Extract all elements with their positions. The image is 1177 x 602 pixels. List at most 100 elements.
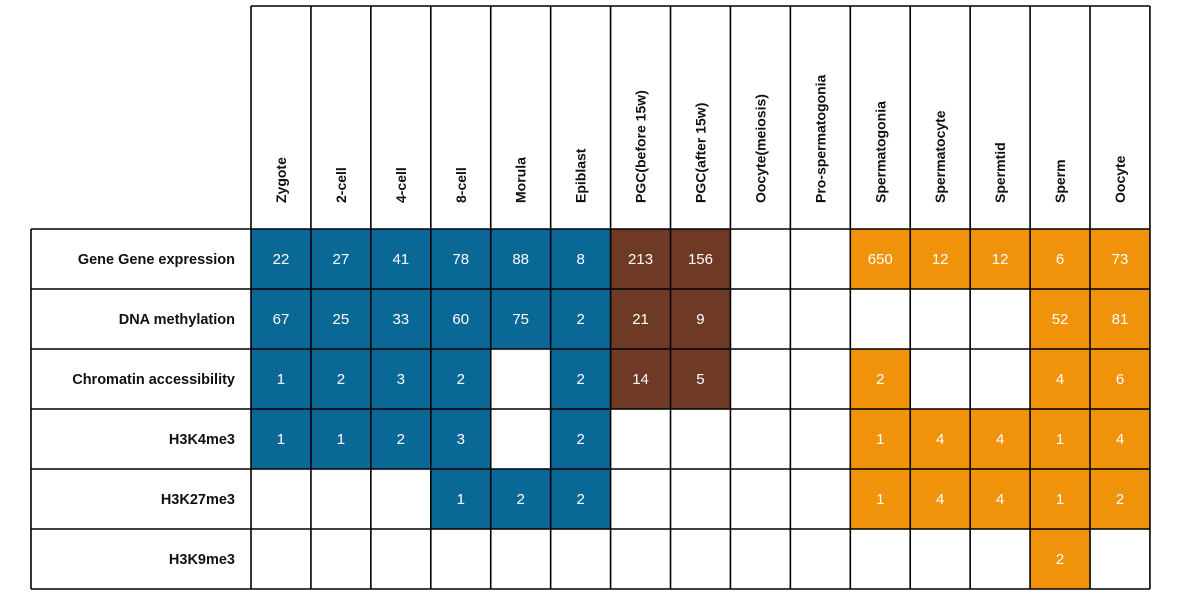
cell-value-label: 73 bbox=[1112, 251, 1129, 268]
cell-value-label: 3 bbox=[397, 371, 405, 388]
column-header: 4-cell bbox=[393, 167, 409, 203]
heatmap-cell bbox=[550, 349, 611, 409]
cell-value-label: 213 bbox=[628, 251, 653, 268]
heatmap-cell bbox=[610, 349, 671, 409]
heatmap-cell bbox=[550, 469, 611, 529]
cell-value-label: 1 bbox=[337, 431, 345, 448]
heatmap-cell bbox=[1030, 289, 1091, 349]
heatmap-cell bbox=[370, 289, 431, 349]
cell-value-label: 67 bbox=[273, 311, 290, 328]
row-header: Gene Gene expression bbox=[78, 252, 235, 268]
cell-value-label: 5 bbox=[696, 371, 704, 388]
cell-value-label: 3 bbox=[457, 431, 465, 448]
heatmap-cell bbox=[370, 349, 431, 409]
heatmap-cell bbox=[251, 409, 311, 469]
heatmap-cell bbox=[550, 409, 611, 469]
cell-value-label: 2 bbox=[517, 491, 525, 508]
cell-value-label: 2 bbox=[457, 371, 465, 388]
heatmap-cell bbox=[550, 289, 611, 349]
column-header: PGC(before 15w) bbox=[633, 90, 649, 203]
heatmap-cell bbox=[1030, 529, 1091, 589]
cell-value-label: 1 bbox=[277, 371, 285, 388]
column-header: Pro-spermatogonia bbox=[812, 74, 828, 203]
heatmap-cell bbox=[550, 229, 611, 289]
cell-value-label: 1 bbox=[1056, 431, 1064, 448]
column-header: Oocyte(meiosis) bbox=[752, 94, 768, 203]
cell-value-label: 8 bbox=[576, 251, 584, 268]
table-grid-lines bbox=[30, 5, 1151, 590]
heatmap-cell bbox=[1030, 229, 1091, 289]
cell-value-label: 52 bbox=[1052, 311, 1069, 328]
heatmap-cell bbox=[670, 349, 731, 409]
heatmap-cell bbox=[310, 409, 371, 469]
heatmap-cell bbox=[490, 229, 551, 289]
heatmap-cell bbox=[310, 229, 371, 289]
cell-value-label: 81 bbox=[1112, 311, 1129, 328]
heatmap-cell bbox=[1030, 409, 1091, 469]
column-header: Spermtid bbox=[992, 142, 1008, 203]
heatmap-cell bbox=[430, 409, 491, 469]
cell-value-label: 1 bbox=[457, 491, 465, 508]
cell-value-label: 4 bbox=[996, 431, 1004, 448]
column-header: Oocyte bbox=[1112, 155, 1128, 203]
heatmap-cell bbox=[370, 409, 431, 469]
heatmap-cell bbox=[850, 229, 911, 289]
cell-value-label: 156 bbox=[688, 251, 713, 268]
cell-value-label: 33 bbox=[392, 311, 409, 328]
heatmap-cell bbox=[1090, 349, 1150, 409]
cell-value-label: 2 bbox=[576, 371, 584, 388]
cell-value-label: 4 bbox=[936, 491, 944, 508]
cell-value-label: 4 bbox=[996, 491, 1004, 508]
cell-value-label: 4 bbox=[936, 431, 944, 448]
heatmap-cells bbox=[251, 229, 1150, 589]
heatmap-cell bbox=[430, 289, 491, 349]
heatmap-cell bbox=[490, 469, 551, 529]
column-header: Zygote bbox=[273, 157, 289, 203]
cell-value-label: 6 bbox=[1056, 251, 1064, 268]
heatmap-cell bbox=[850, 409, 911, 469]
cell-value-label: 12 bbox=[992, 251, 1009, 268]
cell-value-label: 25 bbox=[333, 311, 350, 328]
cell-value-label: 2 bbox=[876, 371, 884, 388]
cell-value-label: 88 bbox=[512, 251, 529, 268]
cell-value-label: 650 bbox=[868, 251, 893, 268]
heatmap-cell bbox=[430, 349, 491, 409]
row-header: H3K4me3 bbox=[169, 432, 235, 448]
cell-value-label: 78 bbox=[452, 251, 469, 268]
cell-value-label: 9 bbox=[696, 311, 704, 328]
cell-value-label: 2 bbox=[576, 491, 584, 508]
cell-value-label: 27 bbox=[333, 251, 350, 268]
column-header: Spermatogonia bbox=[872, 101, 888, 203]
cell-value-label: 22 bbox=[273, 251, 290, 268]
row-header: Chromatin accessibility bbox=[72, 372, 235, 388]
row-header: H3K27me3 bbox=[161, 492, 235, 508]
heatmap-cell bbox=[251, 289, 311, 349]
cell-value-label: 21 bbox=[632, 311, 649, 328]
heatmap-cell bbox=[970, 229, 1031, 289]
heatmap-cell bbox=[1030, 349, 1091, 409]
heatmap-cell bbox=[370, 229, 431, 289]
column-header: 8-cell bbox=[453, 167, 469, 203]
column-header: 2-cell bbox=[333, 167, 349, 203]
cell-value-label: 4 bbox=[1056, 371, 1064, 388]
cell-value-label: 60 bbox=[452, 311, 469, 328]
cell-value-label: 1 bbox=[876, 431, 884, 448]
heatmap-cell bbox=[1090, 229, 1150, 289]
column-header: PGC(after 15w) bbox=[692, 103, 708, 203]
cell-value-label: 12 bbox=[932, 251, 949, 268]
heatmap-cell bbox=[1090, 289, 1150, 349]
cell-value-label: 2 bbox=[1116, 491, 1124, 508]
heatmap-cell bbox=[910, 469, 971, 529]
cell-value-label: 2 bbox=[576, 431, 584, 448]
row-header: H3K9me3 bbox=[169, 552, 235, 568]
heatmap-cell bbox=[1030, 469, 1091, 529]
heatmap-cell bbox=[1090, 469, 1150, 529]
row-header: DNA methylation bbox=[119, 312, 235, 328]
cell-value-label: 75 bbox=[512, 311, 529, 328]
cell-value-label: 2 bbox=[397, 431, 405, 448]
heatmap-cell bbox=[490, 289, 551, 349]
heatmap-cell bbox=[610, 229, 671, 289]
heatmap-cell bbox=[310, 349, 371, 409]
